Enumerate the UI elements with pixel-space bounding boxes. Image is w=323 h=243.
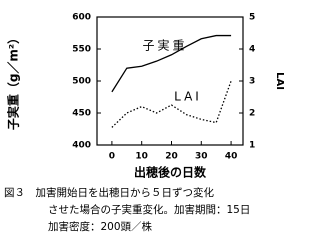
series-label: 子実重: [142, 38, 187, 53]
y2-tick-label: 3: [249, 77, 255, 87]
series-label: LAI: [174, 90, 202, 104]
y-axis-title: 子実重（g／m²）: [6, 32, 21, 130]
y-tick-label: 550: [72, 45, 91, 55]
y2-tick-label: 4: [249, 45, 255, 55]
y2-tick-label: 1: [249, 141, 255, 151]
y-tick-label: 500: [72, 77, 91, 87]
y2-axis-title: LAI: [274, 72, 285, 90]
x-tick-label: 30: [195, 152, 208, 162]
caption-line: 図３ 加害開始日を出穂日から５日ずつ変化: [4, 186, 214, 199]
x-tick-label: 0: [109, 152, 115, 162]
caption-line: させた場合の子実重変化。加害期間：15日: [48, 203, 250, 216]
x-axis-title: 出穂後の日数: [134, 165, 207, 180]
y-tick-label: 600: [72, 13, 91, 23]
x-tick-label: 40: [225, 152, 238, 162]
y-tick-label: 400: [72, 141, 91, 151]
caption-line: 加害密度：200頭／株: [48, 220, 153, 233]
x-tick-label: 20: [165, 152, 178, 162]
y2-tick-label: 2: [249, 109, 255, 119]
y-tick-label: 450: [72, 109, 91, 119]
data-line: [111, 34, 232, 93]
y2-tick-label: 5: [249, 13, 255, 23]
data-line: [111, 80, 232, 128]
x-tick-label: 10: [135, 152, 148, 162]
